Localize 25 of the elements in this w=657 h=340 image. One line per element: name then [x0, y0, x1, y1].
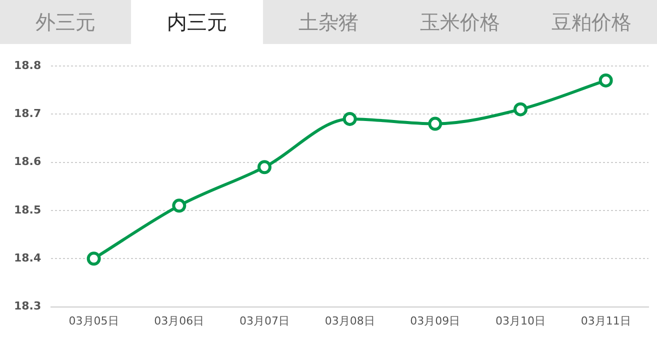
x-tick-label: 03月05日: [68, 314, 119, 328]
text: 外三元: [34, 9, 97, 36]
text: 土杂猪: [298, 9, 360, 36]
x-tick-label: 03月07日: [239, 314, 290, 328]
x-tick-label: 03月10日: [495, 314, 546, 328]
point: [257, 160, 272, 174]
text: 玉米价格: [418, 9, 501, 36]
text: 豆粕价格: [550, 9, 632, 36]
y-tick-label: 18.3: [14, 300, 42, 313]
point: [342, 112, 357, 126]
y-tick-label: 18.4: [14, 252, 42, 264]
x-tick-label: 03月09日: [410, 314, 460, 328]
y-tick-label: 18.6: [14, 155, 42, 168]
y-tick-label: 18.5: [14, 203, 42, 216]
point: [598, 73, 613, 88]
point: [513, 102, 528, 116]
x-tick-label: 03月08日: [324, 314, 375, 328]
y-tick-label: 18.8: [14, 58, 42, 72]
y-tick-label: 18.7: [14, 107, 42, 120]
point: [172, 198, 186, 213]
x-tick-label: 03月11日: [580, 314, 631, 328]
text: 内三元: [131, 0, 263, 44]
x-tick-label: 03月06日: [154, 314, 204, 328]
point: [86, 252, 101, 266]
point: [428, 116, 442, 131]
